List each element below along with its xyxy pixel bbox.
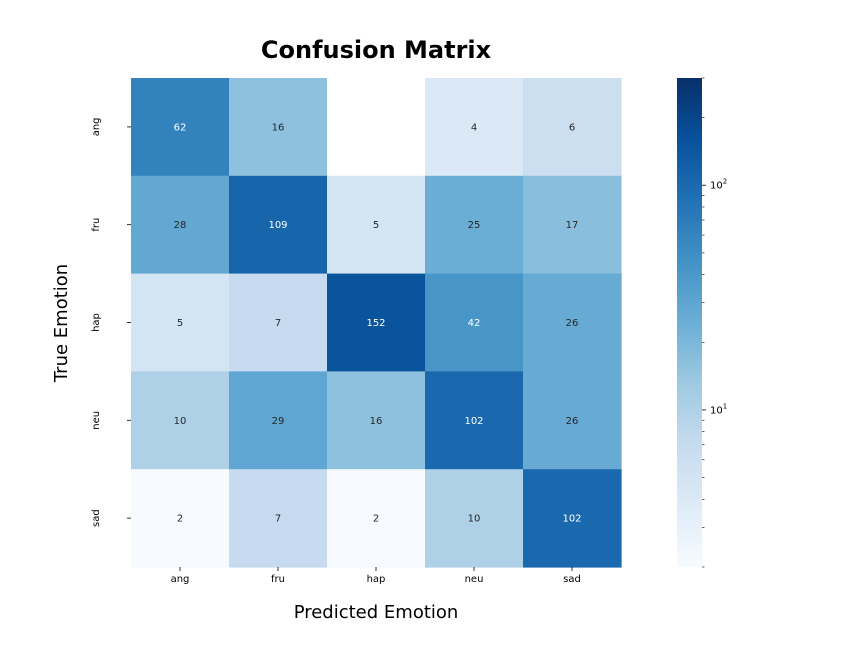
y-tick-label: hap [91, 313, 102, 332]
colorbar-tick-label: 101 [710, 402, 727, 416]
cell-value-label: 6 [569, 122, 575, 133]
x-tick-label: neu [465, 574, 484, 585]
cell-value-label: 4 [471, 122, 477, 133]
cell-value-label: 7 [275, 318, 281, 329]
heatmap-cell [327, 469, 426, 568]
cell-value-label: 10 [468, 514, 481, 525]
y-tick-label: neu [91, 411, 102, 430]
heatmap-cell [131, 469, 230, 568]
colorbar-gradient [677, 78, 702, 567]
cell-value-label: 26 [566, 416, 579, 427]
cell-value-label: 16 [272, 122, 285, 133]
cell-value-label: 5 [177, 318, 183, 329]
x-tick-label: ang [171, 574, 190, 585]
cell-value-label: 42 [468, 318, 481, 329]
cell-value-label: 25 [468, 220, 481, 231]
x-axis-ticks: ang fru hap neu sad [171, 567, 581, 585]
y-tick-label: sad [91, 509, 102, 527]
cell-value-label: 152 [366, 318, 385, 329]
heatmap-cell [523, 371, 622, 470]
heatmap-cell [523, 175, 622, 275]
cell-value-label: 102 [562, 514, 581, 525]
x-tick-label: fru [271, 574, 285, 585]
y-tick-label: ang [91, 117, 102, 136]
colorbar-ticks: 101 102 [702, 77, 727, 568]
y-tick-label: fru [91, 218, 102, 232]
cell-value-label: 28 [174, 220, 187, 231]
heatmap-cell [327, 273, 426, 372]
heatmap-cell [327, 175, 426, 275]
cell-value-label: 2 [373, 514, 379, 525]
heatmap-cell [131, 175, 230, 275]
heatmap-cell [425, 175, 524, 275]
cell-value-label: 109 [268, 220, 287, 231]
heatmap-cell [229, 469, 328, 568]
x-tick-label: sad [563, 574, 581, 585]
cell-value-label: 16 [370, 416, 383, 427]
heatmap-cell [131, 78, 230, 177]
heatmap-cells: 62 16 4 6 28 109 5 25 17 5 7 152 42 26 10 29 16 102 26 2 7 2 1… [131, 78, 622, 568]
cell-value-label: 10 [174, 416, 187, 427]
heatmap-cell [229, 273, 328, 372]
cell-value-label: 29 [272, 416, 285, 427]
heatmap-cell-empty [327, 78, 426, 177]
y-axis-label: True Emotion [51, 264, 72, 383]
cell-value-label: 17 [566, 220, 579, 231]
heatmap-cell [131, 371, 230, 470]
heatmap-cell [327, 371, 426, 470]
heatmap-cell [425, 469, 524, 568]
x-axis-label: Predicted Emotion [294, 602, 459, 623]
heatmap-cell [523, 78, 622, 177]
chart-title: Confusion Matrix [261, 36, 492, 64]
colorbar-tick-label: 102 [710, 178, 727, 192]
heatmap-cell [229, 371, 328, 470]
x-tick-label: hap [367, 574, 386, 585]
heatmap-cell [425, 273, 524, 372]
heatmap-cell [425, 78, 524, 177]
heatmap-cell [425, 371, 524, 470]
cell-value-label: 2 [177, 514, 183, 525]
heatmap-cell [523, 469, 622, 568]
heatmap-cell [523, 273, 622, 372]
cell-value-label: 26 [566, 318, 579, 329]
cell-value-label: 5 [373, 220, 379, 231]
heatmap-cell [229, 175, 328, 275]
y-axis-ticks: ang fru hap neu sad [91, 117, 131, 527]
cell-value-label: 7 [275, 514, 281, 525]
heatmap-cell [131, 273, 230, 372]
cell-value-label: 102 [464, 416, 483, 427]
heatmap-cell [229, 78, 328, 177]
colorbar: 101 102 [677, 77, 727, 568]
cell-value-label: 62 [174, 122, 187, 133]
